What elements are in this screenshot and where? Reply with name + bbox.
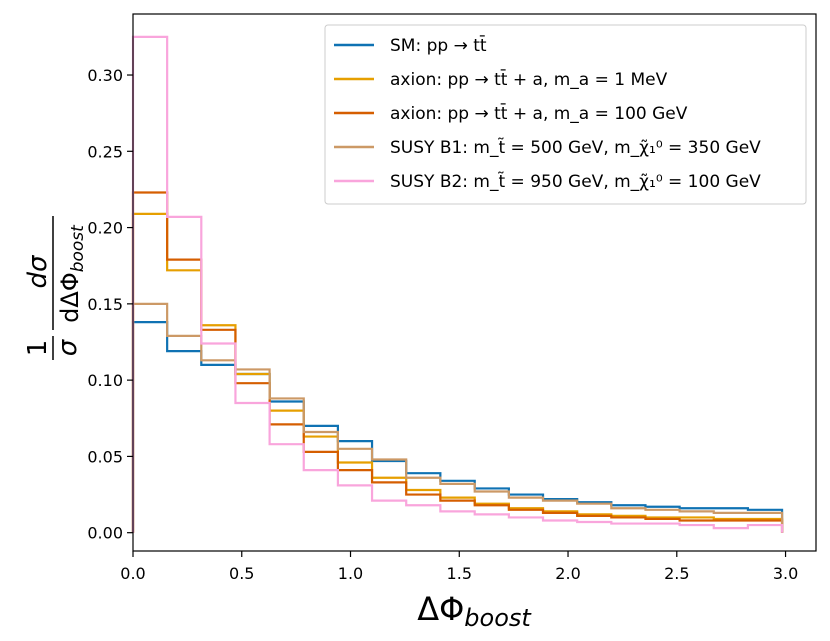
x-tick-label: 0.5 bbox=[229, 564, 254, 583]
x-tick-label: 0.0 bbox=[120, 564, 145, 583]
series-line-3 bbox=[131, 191, 784, 533]
ticks-layer: 0.0 0.5 1.0 1.5 2.0 2.5 3.0 0.00 0.05 0.10 0.15 0.2… bbox=[87, 66, 798, 583]
y-tick-label: 0.25 bbox=[87, 142, 123, 161]
x-tick-label: 3.0 bbox=[773, 564, 798, 583]
legend: SM: pp → tt̄ axion: pp → tt̄ + a, m_a = 1… bbox=[324, 24, 807, 205]
y-axis-den-sub: boost bbox=[68, 224, 88, 272]
legend-label-5: SUSY B2: m_t̃ = 950 GeV, m_χ̃₁⁰ = 100 Ge… bbox=[390, 171, 761, 192]
series-line-5 bbox=[131, 35, 784, 533]
series-layer bbox=[131, 35, 784, 533]
y-axis-den: dΔΦboost bbox=[56, 224, 88, 323]
x-tick-label: 2.5 bbox=[664, 564, 689, 583]
y-tick-label: 0.15 bbox=[87, 295, 123, 314]
x-tick-label: 2.0 bbox=[555, 564, 580, 583]
y-tick-label: 0.20 bbox=[87, 219, 123, 238]
y-tick-label: 0.30 bbox=[87, 66, 123, 85]
y-axis-frac-num: 1 bbox=[23, 340, 53, 357]
x-tick-label: 1.5 bbox=[447, 564, 472, 583]
legend-label-3: axion: pp → tt̄ + a, m_a = 100 GeV bbox=[390, 102, 688, 124]
y-axis-den-main: dΔΦ bbox=[56, 272, 84, 323]
y-axis-frac-den: σ bbox=[53, 338, 83, 356]
y-tick-label: 0.10 bbox=[87, 371, 123, 390]
y-axis-title: 1 σ dσ dΔΦboost bbox=[23, 216, 88, 360]
legend-label-1: SM: pp → tt̄ bbox=[390, 34, 487, 56]
x-axis-title: ΔΦboost bbox=[417, 590, 532, 632]
x-axis-title-sub: boost bbox=[464, 604, 532, 632]
legend-label-2: axion: pp → tt̄ + a, m_a = 1 MeV bbox=[390, 68, 668, 90]
legend-box bbox=[324, 24, 807, 205]
y-tick-label: 0.00 bbox=[87, 524, 123, 543]
legend-label-4: SUSY B1: m_t̃ = 500 GeV, m_χ̃₁⁰ = 350 Ge… bbox=[390, 137, 761, 158]
x-axis-title-main: ΔΦ bbox=[417, 590, 464, 628]
x-tick-label: 1.0 bbox=[338, 564, 363, 583]
plot-frame bbox=[132, 13, 817, 552]
y-tick-label: 0.05 bbox=[87, 447, 123, 466]
y-axis-num: dσ bbox=[23, 254, 53, 289]
